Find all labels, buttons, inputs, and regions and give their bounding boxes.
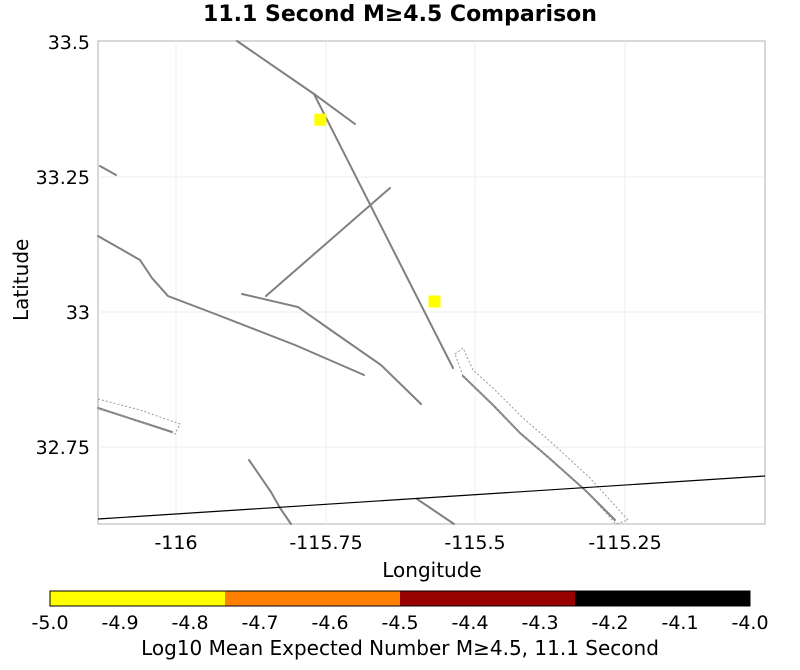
colorbar-segment (225, 591, 400, 606)
fault-line (97, 235, 365, 376)
site-marker (428, 295, 441, 308)
colorbar-tick-label: -4.3 (521, 612, 559, 634)
colorbar-label: Log10 Mean Expected Number M≥4.5, 11.1 S… (141, 636, 659, 660)
colorbar-segment (575, 591, 750, 606)
x-tick-label: -115.25 (588, 532, 662, 554)
y-tick-label: 33 (65, 302, 90, 324)
x-tick-label: -115.75 (289, 532, 363, 554)
x-tick-label: -116 (154, 532, 198, 554)
y-axis-label: Latitude (9, 238, 33, 321)
border-line (97, 475, 766, 520)
fault-line (313, 93, 454, 369)
colorbar-frame (49, 590, 751, 607)
fault-zone (97, 398, 181, 435)
colorbar-segment (400, 591, 575, 606)
colorbar-tick-label: -4.6 (311, 612, 349, 634)
colorbar-tick-label: -4.5 (381, 612, 419, 634)
site-markers (314, 113, 441, 308)
fault-zone (454, 347, 629, 525)
x-tick-label: -115.5 (444, 532, 506, 554)
fault-line (265, 187, 391, 297)
fault-line (416, 498, 455, 525)
colorbar-segment (50, 591, 225, 606)
plot-area (97, 40, 766, 525)
fault-line (241, 293, 422, 405)
colorbar (50, 591, 750, 606)
site-marker (314, 113, 327, 126)
y-tick-label: 32.75 (35, 437, 90, 459)
x-axis-label: Longitude (382, 558, 482, 582)
fault-line (248, 459, 292, 525)
colorbar-tick-label: -4.8 (171, 612, 209, 634)
map-title: 11.1 Second M≥4.5 Comparison (203, 2, 597, 27)
colorbar-tick-label: -4.7 (241, 612, 279, 634)
y-tick-label: 33.5 (47, 32, 90, 54)
colorbar-tick-label: -4.9 (101, 612, 139, 634)
colorbar-tick-label: -4.2 (591, 612, 629, 634)
fault-zone-outlines (97, 347, 629, 525)
colorbar-tick-label: -4.1 (661, 612, 699, 634)
fault-line (99, 165, 117, 176)
colorbar-tick-label: -4.0 (731, 612, 769, 634)
colorbar-tick-label: -4.4 (451, 612, 489, 634)
colorbar-tick-label: -5.0 (31, 612, 69, 634)
y-tick-label: 33.25 (35, 167, 90, 189)
